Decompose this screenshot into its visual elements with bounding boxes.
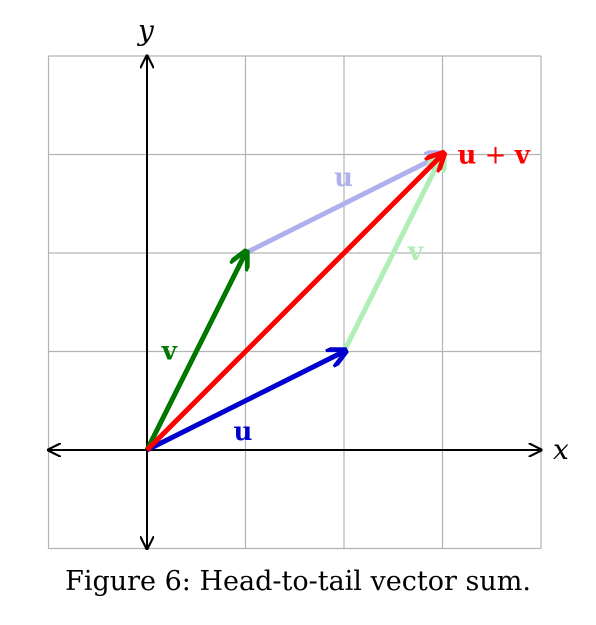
vector-u-shifted-label: u — [334, 163, 353, 193]
vector-u-shifted — [244, 155, 443, 256]
vector-v — [144, 253, 246, 452]
vector-sum-label: u + v — [458, 141, 531, 171]
vector-diagram: x y u v v u u + v — [0, 14, 569, 560]
vector-sum — [145, 155, 443, 452]
sum-label-v: v — [514, 141, 531, 171]
x-axis-label: x — [553, 433, 569, 466]
sum-label-u: u — [458, 141, 477, 171]
sum-label-plus: + — [476, 141, 514, 171]
figure-caption: Figure 6: Head-to-tail vector sum. — [65, 566, 531, 597]
vector-v-label: v — [161, 337, 178, 367]
y-axis-label: y — [136, 14, 155, 47]
vector-u-label: u — [234, 417, 253, 447]
vector-u — [145, 352, 344, 453]
vector-v-shifted-label: v — [407, 237, 424, 267]
vector-v-shifted — [341, 155, 443, 353]
